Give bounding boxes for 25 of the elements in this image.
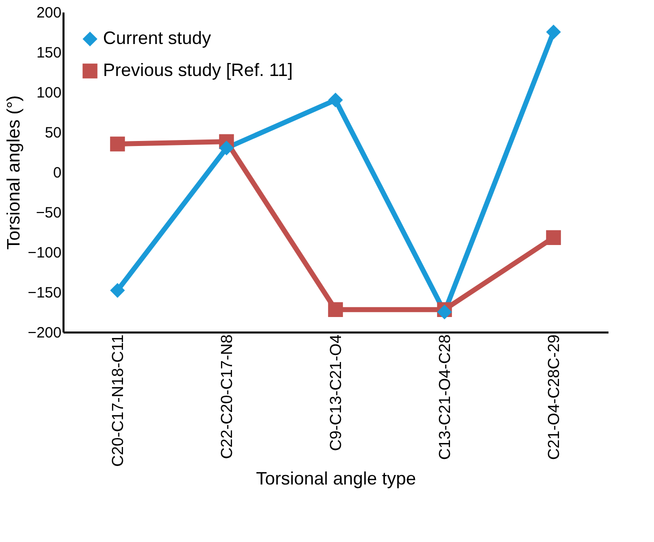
- point: [110, 136, 125, 152]
- y-tick-label: 200: [36, 4, 62, 22]
- y-tick-label: 0: [53, 164, 62, 182]
- y-tick-label: −150: [28, 284, 62, 302]
- x-tick-label: C13-C21-O4-C28: [437, 334, 454, 460]
- point: [328, 92, 343, 108]
- x-tick-label: C20-C17-N18-C11: [110, 334, 127, 467]
- point: [546, 230, 561, 246]
- y-tick-label: −50: [36, 204, 62, 222]
- point: [328, 302, 343, 318]
- x-tick-label: C22-C20-C17-N8: [219, 334, 236, 459]
- y-axis-title: Torsional angles (°): [4, 95, 24, 250]
- y-tick-label: 150: [36, 44, 62, 62]
- point: [110, 282, 125, 298]
- y-tick-label: −100: [28, 244, 62, 262]
- legend-label: Previous study [Ref. 11]: [103, 60, 293, 80]
- y-tick-label: 50: [44, 124, 62, 142]
- y-tick-label: −200: [28, 324, 62, 342]
- legend-label: Current study: [103, 28, 212, 48]
- y-tick-label: 100: [36, 84, 62, 102]
- x-tick-label: C9-C13-C21-O4: [328, 334, 345, 451]
- x-tick-label: C21-O4-C28C-29: [546, 334, 563, 460]
- point: [219, 140, 234, 156]
- point: [546, 24, 561, 40]
- x-axis-title: Torsional angle type: [256, 468, 416, 489]
